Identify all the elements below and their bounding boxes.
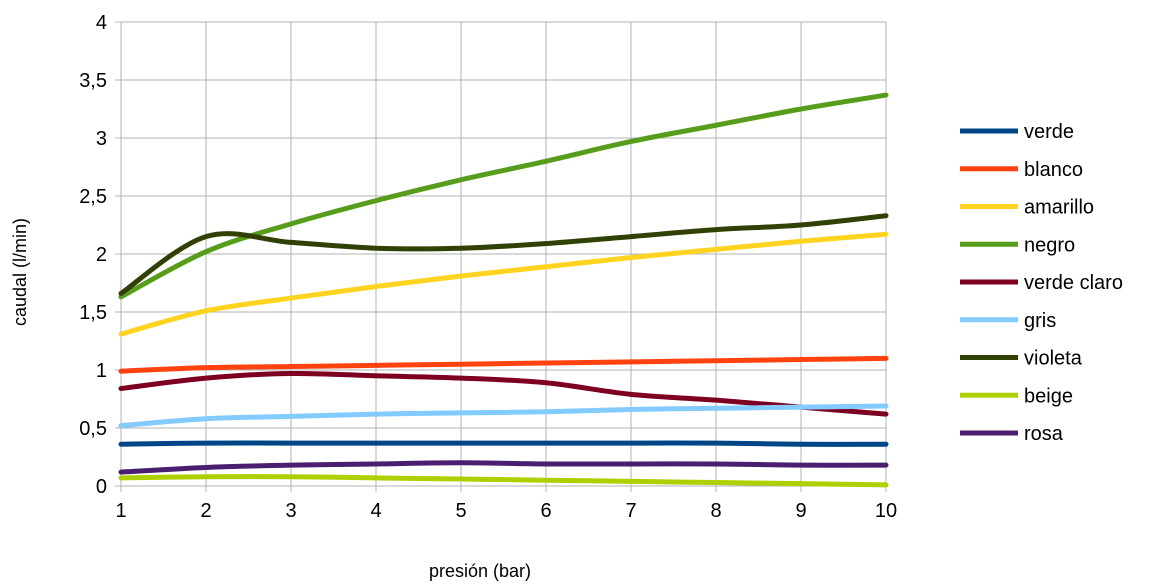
x-tick-label: 6 (540, 500, 551, 522)
legend-label-negro: negro (1024, 234, 1075, 256)
legend-label-verde: verde (1024, 121, 1074, 143)
x-tick-label: 9 (795, 500, 806, 522)
legend-label-blanco: blanco (1024, 159, 1083, 181)
x-tick-label: 5 (455, 500, 466, 522)
y-tick-label: 3 (96, 128, 107, 150)
legend-label-gris: gris (1024, 310, 1056, 332)
x-axis-title: presión (bar) (429, 561, 531, 581)
x-tick-label: 2 (200, 500, 211, 522)
legend-label-beige: beige (1024, 385, 1073, 407)
series-line-verde (121, 443, 886, 444)
y-tick-label: 1 (96, 360, 107, 382)
legend: verde blanco amarillo negro verde claro gris v… (960, 121, 1123, 445)
axes (115, 22, 886, 492)
y-tick-label: 2 (96, 244, 107, 266)
x-tick-label: 8 (710, 500, 721, 522)
series-line-blanco (121, 358, 886, 371)
y-tick-label: 0 (96, 476, 107, 498)
y-tick-label: 1,5 (79, 302, 107, 324)
series-line-rosa (121, 463, 886, 472)
x-tick-label: 4 (370, 500, 381, 522)
y-tick-label: 0,5 (79, 418, 107, 440)
series-line-beige (121, 477, 886, 485)
series-line-violeta (121, 216, 886, 294)
x-tick-label: 7 (625, 500, 636, 522)
x-tick-label: 10 (875, 500, 897, 522)
legend-label-rosa: rosa (1024, 423, 1064, 445)
series-line-amarillo (121, 234, 886, 334)
x-tick-label: 1 (115, 500, 126, 522)
series-lines (121, 95, 886, 485)
y-axis-title: caudal (l/min) (10, 218, 30, 326)
legend-label-verde-claro: verde claro (1024, 272, 1123, 294)
y-tick-label: 3,5 (79, 70, 107, 92)
x-tick-label: 3 (285, 500, 296, 522)
legend-label-amarillo: amarillo (1024, 197, 1094, 219)
y-tick-label: 2,5 (79, 186, 107, 208)
series-line-gris (121, 406, 886, 426)
y-tick-label: 4 (96, 12, 107, 34)
legend-label-violeta: violeta (1024, 348, 1083, 370)
